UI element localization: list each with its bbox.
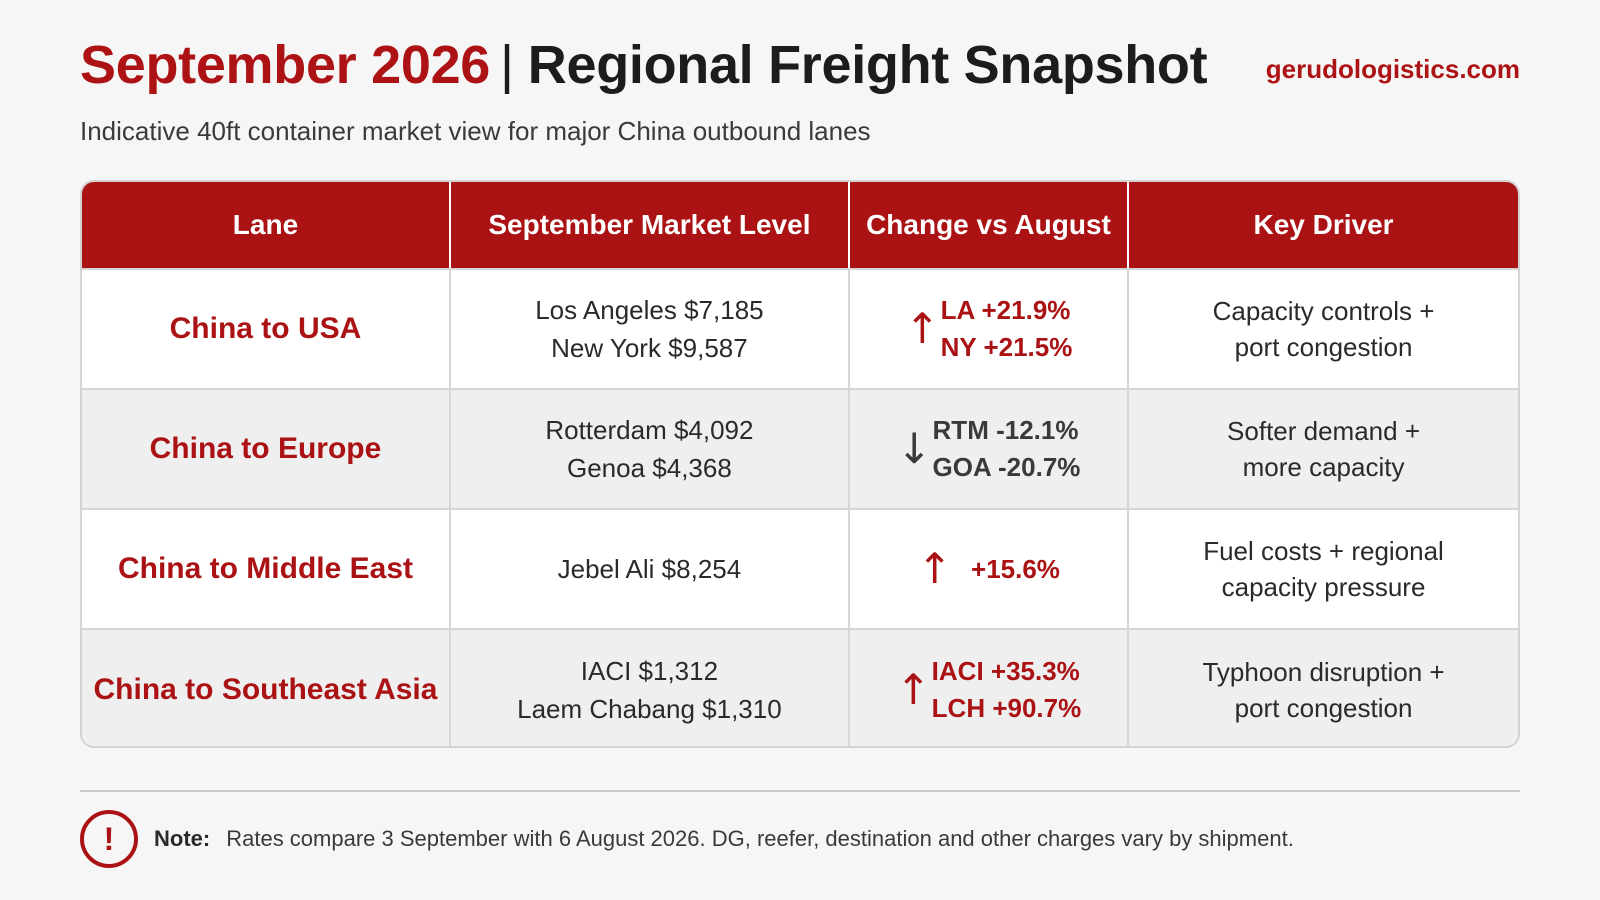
table-row: China to Europe Rotterdam $4,092 Genoa $… [82,388,1518,508]
driver-cell: Typhoon disruption + port congestion [1129,630,1518,746]
change-cell: ↓ RTM -12.1% GOA -20.7% [850,390,1130,508]
note-label: Note: [154,826,211,851]
market-level-value: Rotterdam $4,092 [545,415,754,445]
up-arrow-icon: ↑ [917,544,953,593]
website-link[interactable]: gerudologistics.com [1265,54,1520,84]
page-subtitle: Indicative 40ft container market view fo… [80,116,871,146]
change-cell: ↑ IACI +35.3% LCH +90.7% [850,630,1130,746]
note-text: Rates compare 3 September with 6 August … [226,826,1294,851]
header: September 2026 | Regional Freight Snapshot… [80,30,1520,100]
market-level-value: Laem Chabang $1,310 [517,694,782,724]
market-level-cell: Los Angeles $7,185 New York $9,587 [451,270,850,388]
driver-text: port congestion [1234,693,1413,723]
driver-text: Capacity controls + [1212,296,1435,326]
change-value: +15.6% [971,553,1060,584]
change-cell: ↑ +15.6% [850,510,1130,628]
footnote: ! Note: Rates compare 3 September with 6… [80,810,1294,868]
market-level-cell: Jebel Ali $8,254 [451,510,850,628]
column-header-driver: Key Driver [1253,209,1394,240]
change-value: LA +21.9% [940,295,1071,325]
table-row: China to USA Los Angeles $7,185 New York… [82,268,1518,388]
lane-cell: China to USA [82,270,451,388]
column-header-market-level: September Market Level [451,182,850,268]
title-accent: September 2026 [80,35,491,95]
driver-cell: Fuel costs + regional capacity pressure [1129,510,1518,628]
market-level-value: IACI $1,312 [580,656,719,686]
driver-cell: Capacity controls + port congestion [1129,270,1518,388]
driver-text: capacity pressure [1221,572,1426,602]
lane-name: China to USA [169,312,362,345]
freight-table: Lane September Market Level Change vs Au… [80,180,1520,748]
up-arrow-icon: ↑ [895,665,931,714]
table-header-row: Lane September Market Level Change vs Au… [82,182,1518,268]
exclamation-icon: ! [80,810,138,868]
market-level-value: Los Angeles $7,185 [535,295,764,325]
market-level-cell: IACI $1,312 Laem Chabang $1,310 [451,630,850,746]
lane-name: China to Europe [149,432,382,465]
table-row: China to Middle East Jebel Ali $8,254 ↑ … [82,508,1518,628]
change-value: IACI +35.3% [931,656,1080,686]
title-main: Regional Freight Snapshot [527,35,1208,95]
up-arrow-icon: ↑ [904,304,940,353]
change-cell: ↑ LA +21.9% NY +21.5% [850,270,1130,388]
column-header-lane: Lane [82,182,451,268]
lane-cell: China to Southeast Asia [82,630,451,746]
driver-text: more capacity [1242,452,1405,482]
page-title: September 2026 | Regional Freight Snapshot [80,30,1208,100]
lane-name: China to Southeast Asia [93,673,438,706]
column-header-change: Change vs August [850,182,1130,268]
lane-cell: China to Europe [82,390,451,508]
driver-text: Fuel costs + regional [1203,536,1444,566]
change-value: GOA -20.7% [932,452,1081,482]
market-level-value: Jebel Ali $8,254 [557,554,742,584]
market-level-value: Genoa $4,368 [567,453,732,483]
driver-text: Typhoon disruption + [1202,657,1445,687]
market-level-cell: Rotterdam $4,092 Genoa $4,368 [451,390,850,508]
title-separator: | [500,35,514,95]
lane-cell: China to Middle East [82,510,451,628]
table-row: China to Southeast Asia IACI $1,312 Laem… [82,628,1518,746]
lane-name: China to Middle East [117,552,413,585]
driver-text: port congestion [1234,332,1413,362]
change-value: NY +21.5% [940,332,1073,362]
down-arrow-icon: ↓ [896,424,932,473]
driver-cell: Softer demand + more capacity [1129,390,1518,508]
driver-text: Softer demand + [1227,416,1421,446]
change-value: RTM -12.1% [932,415,1079,445]
market-level-value: New York $9,587 [551,333,748,363]
divider [80,790,1520,792]
change-value: LCH +90.7% [931,693,1082,723]
